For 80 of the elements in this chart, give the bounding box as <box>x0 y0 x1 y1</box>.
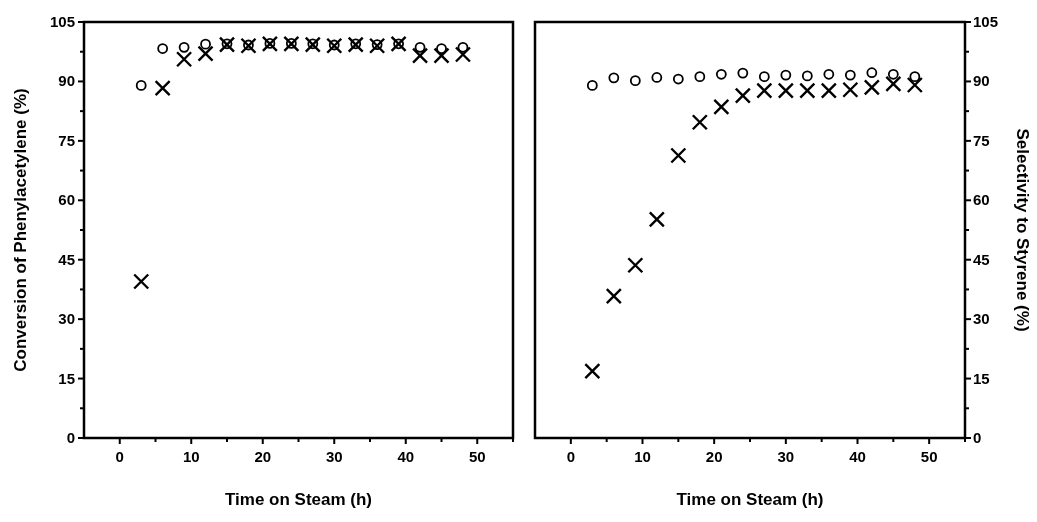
y2-tick-label: 15 <box>973 369 990 387</box>
y-tick-label: 0 <box>66 429 75 446</box>
point <box>863 79 881 96</box>
point <box>909 71 921 83</box>
point <box>411 47 429 64</box>
point <box>823 68 835 80</box>
point <box>586 79 598 91</box>
point <box>648 211 666 228</box>
x-tick-label: 0 <box>566 448 576 465</box>
point <box>866 67 878 79</box>
x-tick-label: 50 <box>920 448 938 465</box>
point <box>694 71 706 83</box>
y-tick-label: 30 <box>58 310 75 328</box>
point <box>737 67 749 79</box>
point <box>371 39 383 50</box>
y2-tick-label: 60 <box>973 191 990 209</box>
point <box>608 72 620 84</box>
y-tick-label: 15 <box>58 369 75 387</box>
point <box>820 82 838 99</box>
x-axis-title: Time on Steam (h) <box>676 490 824 509</box>
point <box>801 70 813 82</box>
point <box>133 273 150 290</box>
point <box>154 79 171 97</box>
point <box>157 43 169 54</box>
x-tick-label: 30 <box>777 448 795 465</box>
point <box>605 287 623 305</box>
y2-tick-label: 30 <box>973 310 990 328</box>
point <box>715 68 727 80</box>
y-tick-label: 105 <box>49 13 75 30</box>
point <box>734 87 752 104</box>
y-tick-label: 60 <box>58 191 75 209</box>
y-tick-label: 90 <box>58 72 75 90</box>
point <box>756 82 773 99</box>
point <box>842 81 859 98</box>
x-tick-label: 40 <box>849 448 866 465</box>
point <box>887 68 899 80</box>
x-tick-label: 20 <box>705 448 723 465</box>
point <box>414 41 426 53</box>
y-axis-title: Conversion of Phenylacetylene (%) <box>11 88 30 372</box>
point <box>135 79 147 91</box>
x-tick-label: 40 <box>397 448 415 465</box>
y2-tick-label: 75 <box>973 131 990 149</box>
point <box>713 98 730 115</box>
point <box>777 82 795 99</box>
point <box>457 41 469 53</box>
point <box>780 69 792 81</box>
point <box>175 51 193 68</box>
point <box>799 82 816 99</box>
point <box>197 45 214 62</box>
y-tick-label: 75 <box>58 131 75 149</box>
x-tick-label: 50 <box>468 448 486 465</box>
point <box>691 114 709 131</box>
x-axis-title: Time on Steam (h) <box>224 490 373 509</box>
point <box>454 46 472 63</box>
y2-tick-label: 45 <box>973 250 990 268</box>
point <box>651 72 663 83</box>
point <box>627 257 644 274</box>
point <box>885 75 902 93</box>
point <box>844 69 856 81</box>
point <box>670 147 687 164</box>
point <box>200 38 211 50</box>
x-tick-label: 10 <box>182 448 200 465</box>
point <box>178 41 190 53</box>
y2-tick-label: 0 <box>973 429 982 446</box>
y2-axis-title: Selectivity to Styrene (%) <box>1013 128 1032 332</box>
point <box>758 71 770 83</box>
point <box>629 75 641 87</box>
point <box>672 73 684 85</box>
y2-tick-label: 105 <box>973 13 999 30</box>
x-tick-label: 10 <box>634 448 651 465</box>
x-tick-label: 0 <box>115 448 124 465</box>
point <box>436 43 447 54</box>
y-tick-label: 45 <box>58 250 75 268</box>
point <box>584 362 601 380</box>
point <box>433 47 450 64</box>
point <box>906 76 924 94</box>
y2-tick-label: 90 <box>973 72 990 90</box>
x-tick-label: 30 <box>325 448 343 465</box>
x-tick-label: 20 <box>254 448 272 465</box>
point <box>368 37 386 54</box>
